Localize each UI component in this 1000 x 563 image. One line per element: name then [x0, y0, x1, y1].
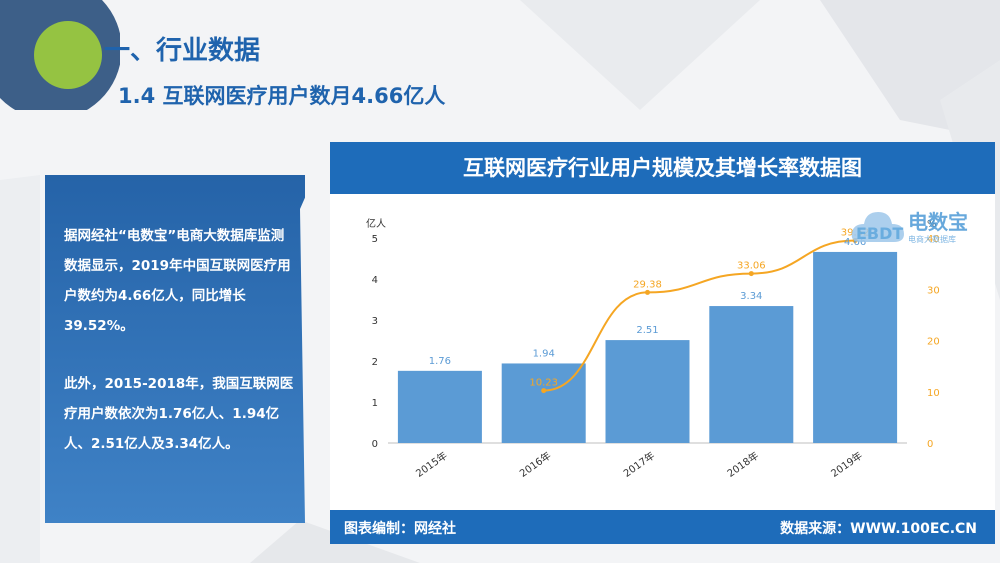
y-right-tick-label: 30	[927, 285, 940, 296]
slide-title: 一、行业数据	[104, 36, 261, 66]
x-tick-label: 2019年	[828, 449, 864, 480]
slide-subtitle: 1.4 互联网医疗用户数月4.66亿人	[118, 84, 446, 108]
y-right-tick-label: 0	[927, 439, 933, 450]
x-tick-label: 2018年	[725, 449, 761, 480]
watermark-logo: EBDT 电数宝 电商大数据库	[850, 202, 968, 248]
x-tick-label: 2015年	[413, 449, 449, 480]
y-tick-label: 5	[372, 234, 378, 245]
corner-circle-decoration	[0, 0, 120, 110]
chart-footer: 图表编制：网经社 数据来源：WWW.100EC.CN	[330, 510, 995, 544]
text-panel-background	[45, 175, 305, 523]
y-axis-label: 亿人	[366, 217, 386, 230]
chart-credit: 图表编制：网经社	[344, 521, 456, 537]
text-panel: 据网经社“电数宝”电商大数据库监测数据显示，2019年中国互联网医疗用户数约为4…	[45, 175, 305, 523]
y-tick-label: 4	[372, 275, 378, 286]
growth-rate-label: 33.06	[737, 261, 766, 272]
chart-title: 互联网医疗行业用户规模及其增长率数据图	[330, 142, 995, 194]
history-paragraph: 此外，2015-2018年，我国互联网医疗用户数依次为1.76亿人、1.94亿人…	[64, 376, 294, 452]
bar-2019年	[813, 251, 898, 443]
watermark-brand: 电数宝	[908, 210, 968, 234]
growth-rate-label: 29.38	[633, 279, 662, 290]
watermark-tagline: 电商大数据库	[908, 235, 956, 244]
bar-2018年	[709, 306, 794, 443]
data-source: 数据来源：WWW.100EC.CN	[780, 521, 977, 537]
growth-rate-line	[543, 239, 856, 392]
growth-rate-point	[541, 388, 547, 394]
chart-panel: 互联网医疗行业用户规模及其增长率数据图 0 1 2 3 4 5 亿人 0 10 20 30 40% 20…	[330, 142, 995, 544]
y-tick-label: 0	[372, 439, 378, 450]
growth-rate-point	[645, 289, 650, 295]
y-tick-label: 2	[372, 357, 378, 368]
x-tick-label: 2017年	[621, 449, 657, 480]
y-tick-label: 3	[372, 316, 378, 327]
chart: 0 1 2 3 4 5 亿人 0 10 20 30 40% 2015年 2016年 2017年 2018年 20…	[366, 217, 940, 480]
watermark-mark: EBDT	[856, 224, 904, 243]
bar-2015年	[397, 370, 482, 443]
bar-value-label: 3.34	[740, 291, 762, 302]
y-tick-label: 1	[372, 398, 378, 409]
bar-2017年	[605, 340, 690, 443]
y-right-tick-label: 40	[927, 234, 940, 245]
bar-value-label: 2.51	[636, 325, 658, 336]
x-tick-label: 2016年	[517, 449, 553, 480]
cloud-icon	[851, 212, 904, 242]
growth-rate-label: 10.23	[529, 378, 558, 389]
summary-paragraph: 据网经社“电数宝”电商大数据库监测数据显示，2019年中国互联网医疗用户数约为4…	[64, 228, 291, 334]
y-right-tick-label: 10	[927, 388, 940, 399]
bar-value-label: 4.66	[844, 237, 866, 248]
growth-rate-point	[748, 271, 754, 277]
bar-2016年	[501, 363, 586, 443]
bar-value-label: 1.76	[429, 356, 451, 367]
bar-value-label: 1.94	[533, 348, 555, 359]
y-right-tick-label: 20	[927, 337, 940, 348]
y-right-axis-label: %	[927, 219, 937, 230]
